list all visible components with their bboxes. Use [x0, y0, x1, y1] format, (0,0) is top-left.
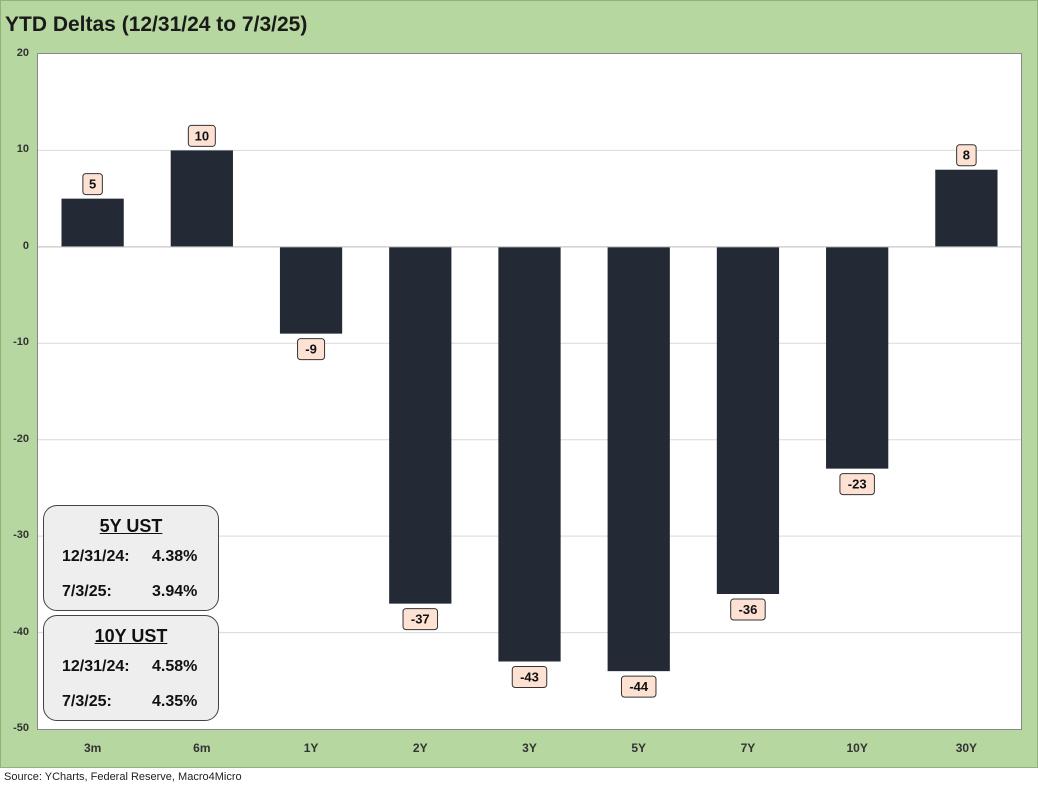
box-row-date: 7/3/25:: [62, 693, 112, 710]
x-tick-label-30Y: 30Y: [955, 741, 978, 755]
bar-1Y: [279, 246, 343, 334]
data-label-text: -37: [411, 612, 430, 627]
data-label-box: [839, 473, 875, 496]
data-label-box: [82, 173, 103, 196]
data-label-box: [956, 144, 977, 167]
bar-3m: [61, 198, 124, 247]
chart-title: YTD Deltas (12/31/24 to 7/3/25): [5, 13, 308, 36]
data-label-10Y: -23: [839, 473, 875, 496]
bar-10Y: [826, 246, 889, 469]
x-tick-label-7Y: 7Y: [740, 741, 756, 755]
box-title: 5Y UST: [99, 516, 163, 536]
data-label-box: [730, 598, 766, 621]
data-label-3m: 5: [82, 173, 103, 196]
data-label-2Y: -37: [402, 608, 439, 631]
data-label-text: 5: [89, 177, 96, 192]
x-tick-label-6m: 6m: [193, 741, 211, 755]
bar-chart: 5 10 -9 -37 -43 -44 -36 -23 8: [38, 124, 1021, 698]
x-tick-label-3Y: 3Y: [522, 741, 537, 755]
data-label-box: [402, 608, 439, 631]
ten-year-ust-box: 10Y UST 12/31/24: 4.58% 7/3/25: 4.35%: [43, 615, 219, 721]
y-tick-label: 20: [16, 47, 29, 59]
bar-7Y: [716, 246, 780, 594]
box-row-value: 4.35%: [152, 693, 198, 710]
y-tick-label: -40: [13, 625, 29, 638]
box-row-value: 4.38%: [152, 548, 198, 565]
x-tick-label-1Y: 1Y: [303, 741, 319, 755]
y-tick-label: 0: [22, 239, 29, 252]
data-label-text: -36: [739, 602, 758, 617]
box-row: 12/31/24: 4.38%: [62, 548, 197, 566]
box-row-value: 3.94%: [152, 583, 198, 600]
y-tick-label: -30: [13, 529, 29, 542]
box-row-date: 12/31/24:: [62, 548, 130, 565]
data-label-text: 10: [195, 128, 209, 143]
data-label-30Y: 8: [956, 144, 977, 167]
box-row: 7/3/25: 4.35%: [62, 693, 197, 711]
data-label-text: -9: [305, 342, 317, 357]
data-label-box: [297, 338, 326, 361]
data-label-7Y: -36: [730, 598, 766, 621]
bar-2Y: [389, 246, 452, 604]
box-row-date: 7/3/25:: [62, 583, 112, 600]
y-tick-label: -20: [13, 432, 29, 445]
y-tick-label: -10: [13, 336, 29, 349]
bar-5Y: [607, 246, 670, 672]
box-row-value: 4.58%: [152, 658, 198, 675]
data-label-text: -23: [848, 477, 867, 492]
x-tick-label-2Y: 2Y: [412, 741, 428, 755]
data-label-text: 8: [963, 148, 970, 163]
x-tick-label-5Y: 5Y: [631, 741, 647, 755]
data-label-text: -44: [629, 679, 649, 694]
five-year-ust-box: 5Y UST 12/31/24: 4.38% 7/3/25: 3.94%: [43, 505, 219, 611]
data-label-text: -43: [520, 670, 539, 685]
box-row: 7/3/25: 3.94%: [62, 583, 197, 601]
data-label-box: [511, 666, 548, 688]
bar-30Y: [935, 169, 998, 247]
source-note: Source: YCharts, Federal Reserve, Macro4…: [4, 771, 242, 783]
box-row: 12/31/24: 4.58%: [62, 658, 197, 676]
x-tick-label-10Y: 10Y: [846, 741, 868, 755]
y-tick-label: -50: [13, 722, 29, 734]
data-label-6m: 10: [187, 124, 216, 147]
data-label-1Y: -9: [297, 338, 326, 361]
x-tick-label-3m: 3m: [83, 741, 102, 755]
data-label-box: [187, 124, 216, 147]
box-row-date: 12/31/24:: [62, 658, 130, 675]
bar-6m: [170, 150, 233, 247]
bar-3Y: [498, 246, 561, 662]
box-title: 10Y UST: [94, 626, 168, 646]
y-tick-label: 10: [16, 143, 29, 156]
data-label-5Y: -44: [620, 675, 657, 698]
data-label-3Y: -43: [511, 666, 548, 688]
data-label-box: [620, 675, 657, 698]
